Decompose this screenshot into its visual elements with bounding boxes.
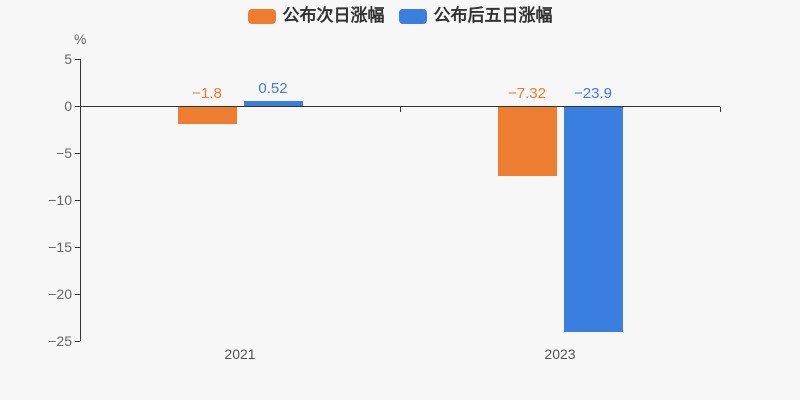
x-axis-tick (400, 107, 401, 112)
y-axis-tick (75, 200, 80, 201)
y-axis-tick (75, 106, 80, 107)
x-axis-zero-line (80, 106, 720, 107)
y-axis-unit-label: % (74, 31, 87, 47)
y-axis-tick (75, 341, 80, 342)
bar-value-label: −23.9 (574, 85, 612, 102)
legend-label-five-day-change: 公布后五日涨幅 (433, 6, 553, 25)
y-axis-tick (75, 153, 80, 154)
y-axis-tick (75, 294, 80, 295)
bar[interactable] (563, 107, 623, 332)
legend-swatch-orange-icon (247, 8, 276, 24)
bar-value-label: 0.52 (258, 80, 288, 98)
x-axis-category-label: 2023 (544, 346, 576, 362)
legend-item-next-day-change[interactable]: 公布次日涨幅 (247, 6, 385, 26)
bar[interactable] (243, 101, 303, 106)
y-axis-tick-label: −5 (56, 145, 72, 161)
legend: 公布次日涨幅 公布后五日涨幅 (0, 6, 800, 26)
x-axis-tick (720, 107, 721, 112)
y-axis-tick-label: −25 (48, 333, 72, 349)
bar[interactable] (497, 107, 557, 176)
bar-value-label: −7.32 (508, 85, 546, 102)
bar-value-label: −1.8 (192, 85, 222, 102)
y-axis-tick-label: 0 (64, 98, 72, 114)
bar[interactable] (177, 107, 237, 124)
y-axis-tick-label: −20 (48, 286, 72, 302)
y-axis-tick-label: −15 (48, 239, 72, 255)
y-axis-tick-label: 5 (64, 51, 72, 67)
y-axis-tick-label: −10 (48, 192, 72, 208)
x-axis-category-label: 2021 (224, 346, 256, 362)
y-axis-line (80, 59, 81, 341)
x-axis-tick (80, 107, 81, 112)
y-axis-tick (75, 247, 80, 248)
legend-item-five-day-change[interactable]: 公布后五日涨幅 (398, 6, 553, 26)
legend-label-next-day-change: 公布次日涨幅 (282, 6, 385, 25)
y-axis-tick (75, 59, 80, 60)
legend-swatch-blue-icon (398, 8, 427, 24)
